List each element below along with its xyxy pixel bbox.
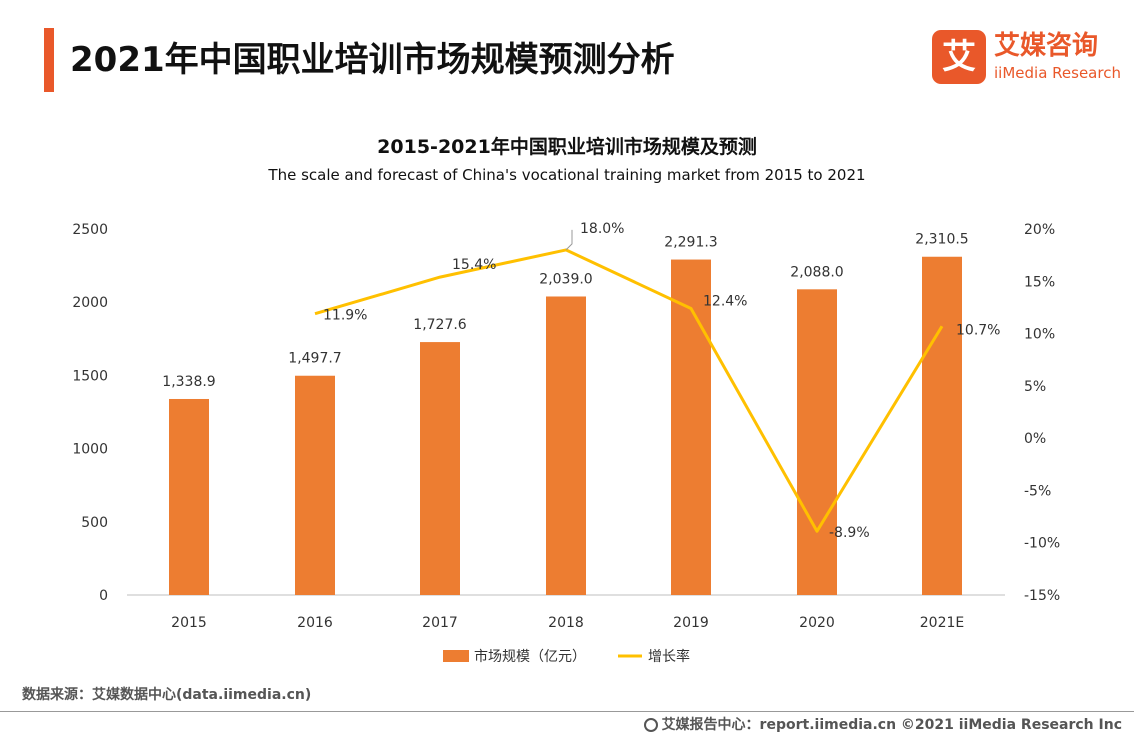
bar-value-label: 1,727.6 bbox=[413, 317, 467, 333]
x-tick-label: 2018 bbox=[548, 615, 584, 631]
x-tick-label: 2021E bbox=[920, 615, 964, 631]
y-right-tick-label: 20% bbox=[1024, 222, 1055, 238]
growth-line bbox=[314, 248, 944, 533]
bar-value-label: 2,088.0 bbox=[790, 264, 843, 280]
footer-text: 艾媒报告中心：report.iimedia.cn ©2021 iiMedia R… bbox=[661, 717, 1122, 733]
page-title: 2021年中国职业培训市场规模预测分析 bbox=[70, 40, 675, 80]
logo-mark-icon: 艾 bbox=[932, 30, 986, 84]
y-left-tick-label: 0 bbox=[99, 588, 108, 604]
y-right-tick-label: 15% bbox=[1024, 274, 1055, 290]
bar bbox=[797, 289, 837, 595]
bar bbox=[420, 342, 460, 595]
brand-logo: 艾 艾媒咨询 iiMedia Research bbox=[932, 30, 1122, 86]
globe-icon bbox=[643, 718, 658, 732]
bar bbox=[169, 398, 209, 595]
data-source: 数据来源：艾媒数据中心(data.iimedia.cn) bbox=[22, 687, 312, 703]
y-right-tick-label: -15% bbox=[1024, 588, 1060, 604]
growth-value-label: 10.7% bbox=[956, 322, 1000, 338]
footer-credit: 艾媒报告中心：report.iimedia.cn ©2021 iiMedia R… bbox=[643, 714, 1122, 734]
x-tick-label: 2015 bbox=[171, 615, 207, 631]
bar bbox=[922, 256, 962, 595]
legend-swatch-bar bbox=[443, 650, 469, 662]
logo-name-cn: 艾媒咨询 bbox=[994, 31, 1099, 61]
y-right-tick-label: 10% bbox=[1024, 327, 1055, 343]
growth-value-label: 12.4% bbox=[703, 293, 747, 309]
bar bbox=[671, 259, 711, 595]
y-right-tick-label: 0% bbox=[1024, 431, 1046, 447]
bar-value-label: 2,310.5 bbox=[915, 232, 968, 248]
x-tick-label: 2020 bbox=[799, 615, 835, 631]
growth-value-label: 11.9% bbox=[323, 308, 367, 324]
growth-value-label: 15.4% bbox=[452, 257, 496, 273]
chart-title: 2015-2021年中国职业培训市场规模及预测 bbox=[377, 136, 757, 158]
bar bbox=[546, 296, 586, 595]
legend-label-bar: 市场规模（亿元） bbox=[474, 648, 586, 665]
chart-subtitle: The scale and forecast of China's vocati… bbox=[268, 166, 866, 184]
legend-label-line: 增长率 bbox=[648, 648, 690, 665]
growth-value-label: 18.0% bbox=[580, 221, 624, 237]
x-tick-label: 2019 bbox=[673, 615, 709, 631]
bar bbox=[295, 375, 335, 595]
bar-value-label: 2,039.0 bbox=[539, 271, 592, 287]
y-left-tick-label: 1000 bbox=[72, 442, 108, 458]
y-left-tick-label: 500 bbox=[81, 515, 108, 531]
footer-divider bbox=[0, 711, 1134, 712]
bar-value-label: 2,291.3 bbox=[664, 235, 717, 251]
y-left-tick-label: 2500 bbox=[72, 222, 108, 238]
y-right-tick-label: 5% bbox=[1024, 379, 1046, 395]
y-left-tick-label: 2000 bbox=[72, 295, 108, 311]
x-tick-label: 2017 bbox=[422, 615, 458, 631]
y-left-tick-label: 1500 bbox=[72, 368, 108, 384]
growth-value-label: -8.9% bbox=[829, 525, 870, 541]
label-leader-line bbox=[565, 229, 573, 251]
y-right-tick-label: -10% bbox=[1024, 536, 1060, 552]
bar-value-label: 1,497.7 bbox=[288, 351, 341, 367]
x-tick-label: 2016 bbox=[297, 615, 333, 631]
bar-value-label: 1,338.9 bbox=[162, 374, 215, 390]
title-accent-bar bbox=[44, 28, 54, 92]
y-right-tick-label: -5% bbox=[1024, 483, 1051, 499]
logo-name-en: iiMedia Research bbox=[994, 64, 1121, 82]
